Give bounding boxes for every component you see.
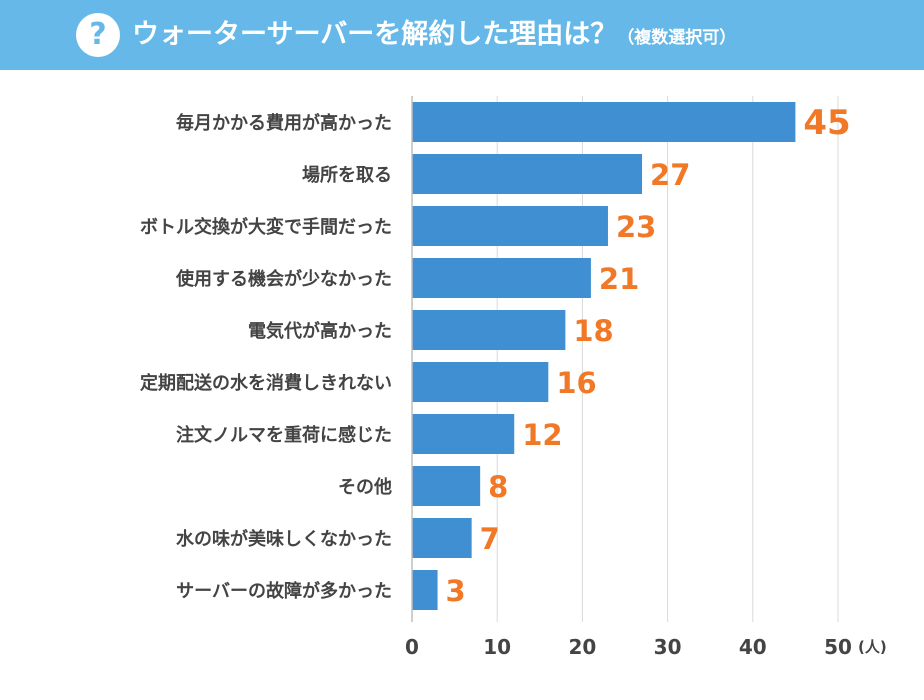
value-label: 7 xyxy=(480,522,500,556)
value-label: 3 xyxy=(446,574,466,608)
category-label: ボトル交換が大変で手間だった xyxy=(140,216,392,238)
bar xyxy=(412,466,481,506)
x-tick-label: 0 xyxy=(405,635,419,659)
value-label: 18 xyxy=(573,314,613,348)
value-label: 8 xyxy=(488,470,508,504)
chart-title-main: ウォーターサーバーを解約した理由は？ xyxy=(132,19,618,50)
bar xyxy=(412,258,591,298)
value-label: 21 xyxy=(599,262,639,296)
value-label: 23 xyxy=(616,210,656,244)
category-label: その他 xyxy=(338,476,392,498)
chart-title: ウォーターサーバーを解約した理由は？（複数選択可） xyxy=(132,14,736,56)
value-label: 12 xyxy=(522,418,562,452)
bar xyxy=(412,102,796,142)
bar xyxy=(412,206,608,246)
bar xyxy=(412,414,515,454)
category-label: 注文ノルマを重荷に感じた xyxy=(176,424,392,446)
question-icon: ? xyxy=(76,13,120,57)
value-label: 27 xyxy=(650,158,690,192)
value-label: 16 xyxy=(556,366,596,400)
category-label: 場所を取る xyxy=(302,165,392,186)
category-label: 使用する機会が少なかった xyxy=(175,268,392,290)
x-tick-label: 40 xyxy=(739,635,767,659)
category-label: 毎月かかる費用が高かった xyxy=(176,112,392,134)
title-banner: ? ウォーターサーバーを解約した理由は？（複数選択可） xyxy=(0,0,924,70)
bar xyxy=(412,362,549,402)
bar xyxy=(412,154,643,194)
x-tick-label: 10 xyxy=(483,635,511,659)
category-label: 水の味が美味しくなかった xyxy=(176,528,392,550)
x-unit-label: (人) xyxy=(858,638,887,656)
category-label: 定期配送の水を消費しきれない xyxy=(140,372,392,394)
bar xyxy=(412,310,566,350)
x-tick-label: 30 xyxy=(654,635,682,659)
category-label: 電気代が高かった xyxy=(248,320,392,342)
value-label: 45 xyxy=(803,103,850,143)
chart-title-note: （複数選択可） xyxy=(617,28,737,48)
bar xyxy=(412,518,472,558)
x-tick-label: 20 xyxy=(568,635,596,659)
x-tick-label: 50 xyxy=(824,635,852,659)
category-label: サーバーの故障が多かった xyxy=(176,580,392,602)
bar xyxy=(412,570,438,610)
